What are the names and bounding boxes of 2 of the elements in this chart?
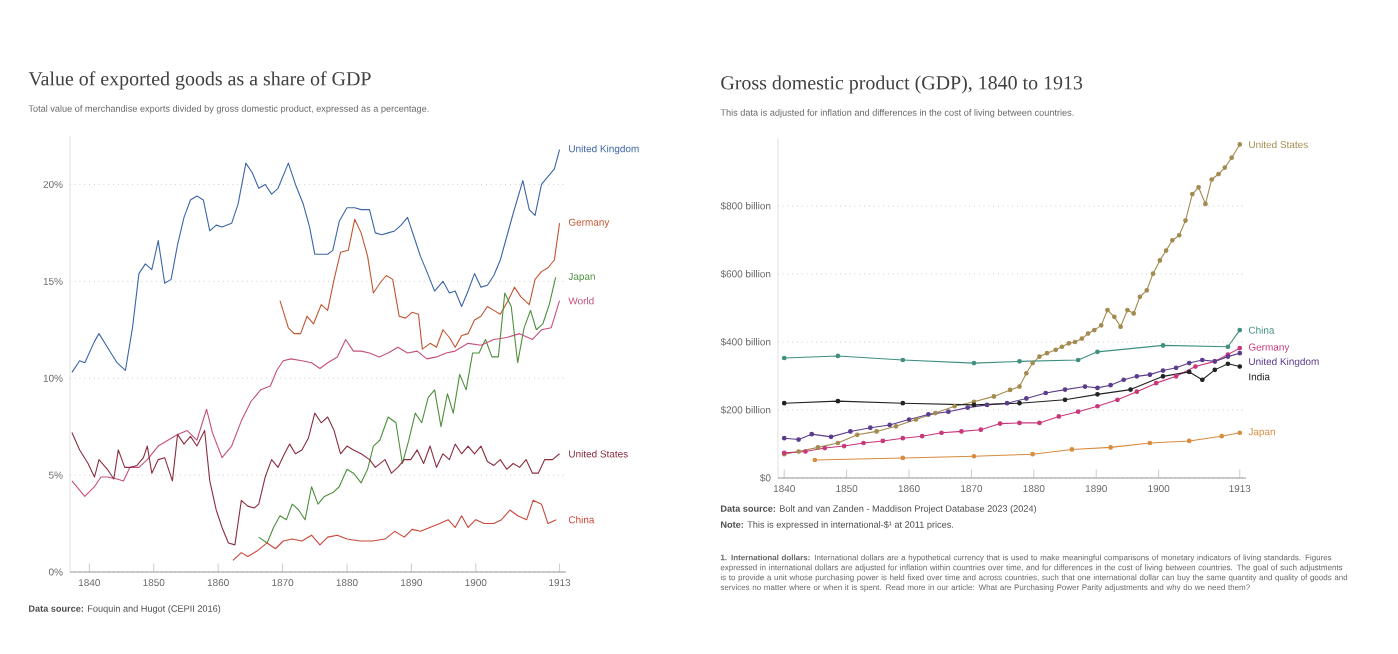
chart-title: Gross domestic product (GDP), 1840 to 1913: [721, 75, 1083, 94]
chart-title: Value of exported goods as a share of GDP: [28, 71, 371, 90]
